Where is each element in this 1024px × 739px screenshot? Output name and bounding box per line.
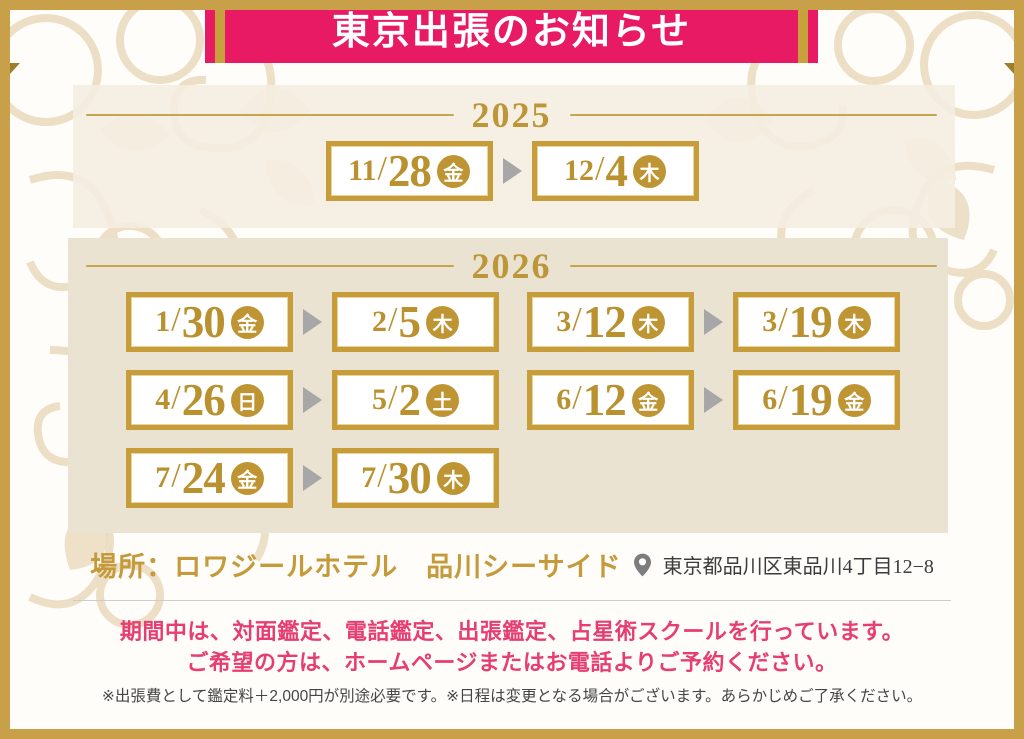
date-range: 11/28 金 12/4 木	[325, 141, 699, 201]
weekday-badge: 木	[436, 461, 470, 495]
day-text: 12	[582, 374, 627, 425]
month-text: 12	[564, 154, 595, 187]
slash-separator: /	[778, 379, 788, 416]
right-arrow-icon	[704, 387, 723, 413]
date-box: 2/5 木	[332, 292, 499, 352]
day-text: 26	[181, 374, 226, 425]
heading-line	[86, 114, 454, 116]
slash-separator: /	[572, 379, 582, 416]
date-box: 7/24 金	[126, 448, 293, 508]
month-text: 1	[155, 305, 171, 338]
date-range: 1/30 金 2/5 木	[126, 292, 527, 352]
slash-separator: /	[171, 457, 181, 494]
ribbon-fold-right	[1004, 63, 1014, 74]
slash-separator: /	[595, 150, 605, 187]
notice-line-1: 期間中は、対面鑑定、電話鑑定、出張鑑定、占星術スクールを行っています。	[119, 619, 905, 644]
day-text: 24	[181, 452, 226, 503]
date-range: 4/26 日 5/2 土	[126, 370, 527, 430]
day-text: 12	[582, 296, 627, 347]
header-banner: 東京出張のお知らせ	[205, 0, 818, 63]
date-box: 3/19 木	[733, 292, 900, 352]
weekday-badge: 金	[230, 461, 264, 495]
month-text: 3	[762, 305, 778, 338]
notice-line-2: ご希望の方は、ホームページまたはお電話よりご予約ください。	[186, 650, 838, 675]
date-box: 6/12 金	[527, 370, 694, 430]
date-box: 11/28 金	[325, 141, 493, 201]
weekday-badge: 金	[631, 383, 665, 417]
right-arrow-icon	[303, 387, 322, 413]
ribbon-gold-stripe-left	[215, 0, 225, 63]
weekday-badge: 金	[230, 305, 264, 339]
year-heading-2026: 2026	[86, 248, 937, 284]
slash-separator: /	[377, 457, 387, 494]
page-title: 東京出張のお知らせ	[331, 10, 692, 53]
weekday-badge: 日	[230, 383, 264, 417]
day-text: 4	[605, 145, 627, 196]
cream-background-panel	[73, 85, 955, 228]
heading-line	[569, 265, 937, 267]
slash-separator: /	[388, 301, 398, 338]
map-pin-icon	[633, 553, 651, 577]
right-arrow-icon	[704, 309, 723, 335]
right-arrow-icon	[303, 465, 322, 491]
month-text: 11	[348, 154, 377, 187]
location-row: 場所：ロワジールホテル 品川シーサイド 東京都品川区東品川4丁目12−8	[0, 545, 1024, 584]
slash-separator: /	[171, 301, 181, 338]
day-text: 28	[387, 145, 432, 196]
date-box: 3/12 木	[527, 292, 694, 352]
year-label: 2026	[471, 246, 552, 286]
day-text: 19	[788, 374, 833, 425]
schedule-grid-2026: 1/30 金 2/5 木 3/12 木 3/19 木 4/26 日 5/2 土 6/12 金 6/19 金 7/…	[126, 292, 900, 508]
date-range: 6/12 金 6/19 金	[527, 370, 900, 430]
year-heading-2025: 2025	[86, 97, 937, 133]
ribbon-gold-stripe-right	[798, 0, 808, 63]
weekday-badge: 木	[425, 305, 459, 339]
divider-line	[73, 600, 951, 601]
date-box: 6/19 金	[733, 370, 900, 430]
month-text: 6	[556, 383, 572, 416]
location-address: 東京都品川区東品川4丁目12−8	[662, 556, 934, 578]
notice-text: 期間中は、対面鑑定、電話鑑定、出張鑑定、占星術スクールを行っています。 ご希望の…	[0, 616, 1024, 678]
month-text: 6	[762, 383, 778, 416]
day-text: 19	[788, 296, 833, 347]
month-text: 5	[372, 383, 388, 416]
weekday-badge: 木	[632, 154, 666, 188]
date-range: 3/12 木 3/19 木	[527, 292, 900, 352]
year-label: 2025	[471, 95, 552, 135]
date-range: 7/24 金 7/30 木	[126, 448, 527, 508]
right-arrow-icon	[303, 309, 322, 335]
weekday-badge: 木	[837, 305, 871, 339]
date-box: 4/26 日	[126, 370, 293, 430]
month-text: 3	[556, 305, 572, 338]
right-arrow-icon	[502, 158, 522, 184]
slash-separator: /	[388, 379, 398, 416]
date-box: 7/30 木	[332, 448, 499, 508]
weekday-badge: 金	[837, 383, 871, 417]
heading-line	[86, 265, 454, 267]
slash-separator: /	[377, 150, 387, 187]
footnote-text: ※出張費として鑑定料＋2,000円が別途必要です。※日程は変更となる場合がござい…	[101, 688, 923, 705]
slash-separator: /	[572, 301, 582, 338]
weekday-badge: 木	[631, 305, 665, 339]
slash-separator: /	[171, 379, 181, 416]
day-text: 30	[387, 452, 432, 503]
month-text: 4	[155, 383, 171, 416]
weekday-badge: 金	[436, 154, 470, 188]
month-text: 7	[155, 461, 171, 494]
day-text: 5	[398, 296, 420, 347]
day-text: 2	[398, 374, 420, 425]
slash-separator: /	[778, 301, 788, 338]
month-text: 7	[361, 461, 377, 494]
heading-line	[569, 114, 937, 116]
day-text: 30	[181, 296, 226, 347]
date-box: 1/30 金	[126, 292, 293, 352]
date-box: 5/2 土	[332, 370, 499, 430]
weekday-badge: 土	[425, 383, 459, 417]
schedule-row-2025: 11/28 金 12/4 木	[0, 141, 1024, 201]
date-box: 12/4 木	[531, 141, 699, 201]
month-text: 2	[372, 305, 388, 338]
ribbon-fold-left	[10, 63, 20, 74]
location-label: 場所：ロワジールホテル 品川シーサイド	[90, 552, 622, 582]
